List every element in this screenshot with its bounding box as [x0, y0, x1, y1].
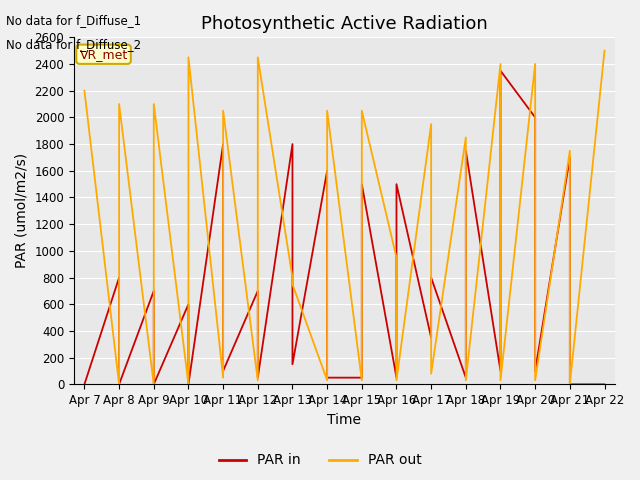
Text: No data for f_Diffuse_2: No data for f_Diffuse_2 — [6, 38, 141, 51]
Text: VR_met: VR_met — [79, 48, 128, 61]
X-axis label: Time: Time — [328, 413, 362, 427]
Legend: PAR in, PAR out: PAR in, PAR out — [213, 448, 427, 473]
Y-axis label: PAR (umol/m2/s): PAR (umol/m2/s) — [15, 153, 29, 268]
Title: Photosynthetic Active Radiation: Photosynthetic Active Radiation — [201, 15, 488, 33]
Text: No data for f_Diffuse_1: No data for f_Diffuse_1 — [6, 14, 141, 27]
